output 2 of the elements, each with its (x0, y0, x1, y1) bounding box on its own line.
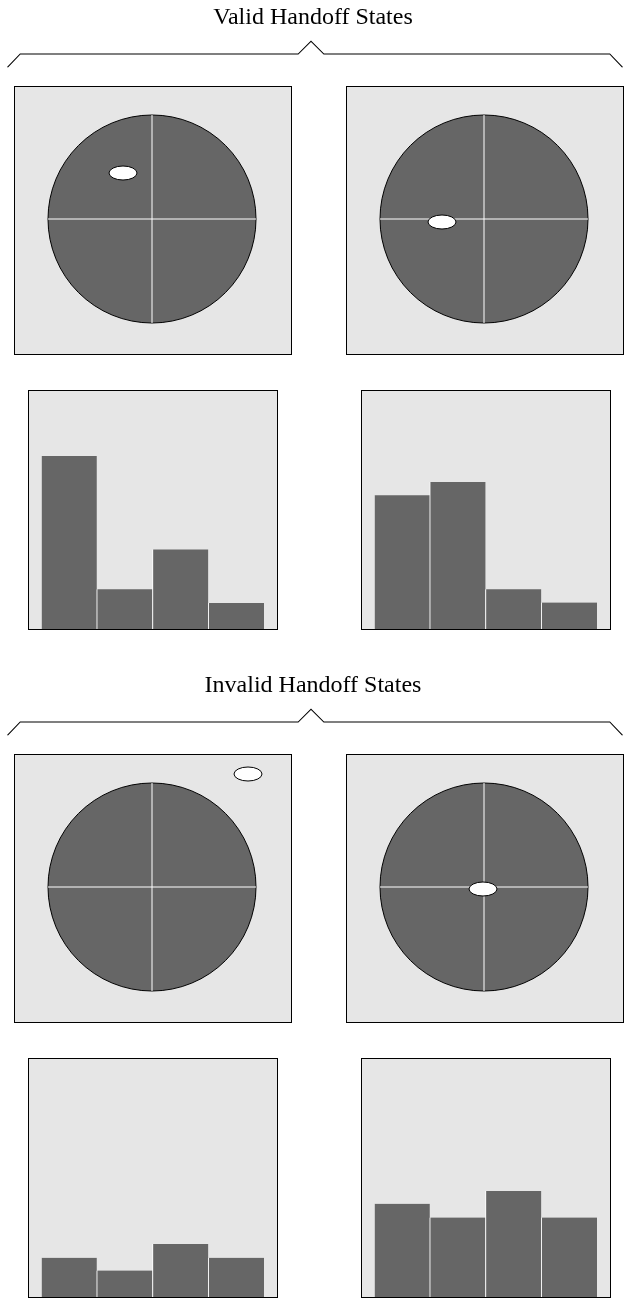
chart-title: Valid Handoff States (212, 2, 414, 30)
chart-title: Invalid Handoff States (203, 670, 423, 698)
